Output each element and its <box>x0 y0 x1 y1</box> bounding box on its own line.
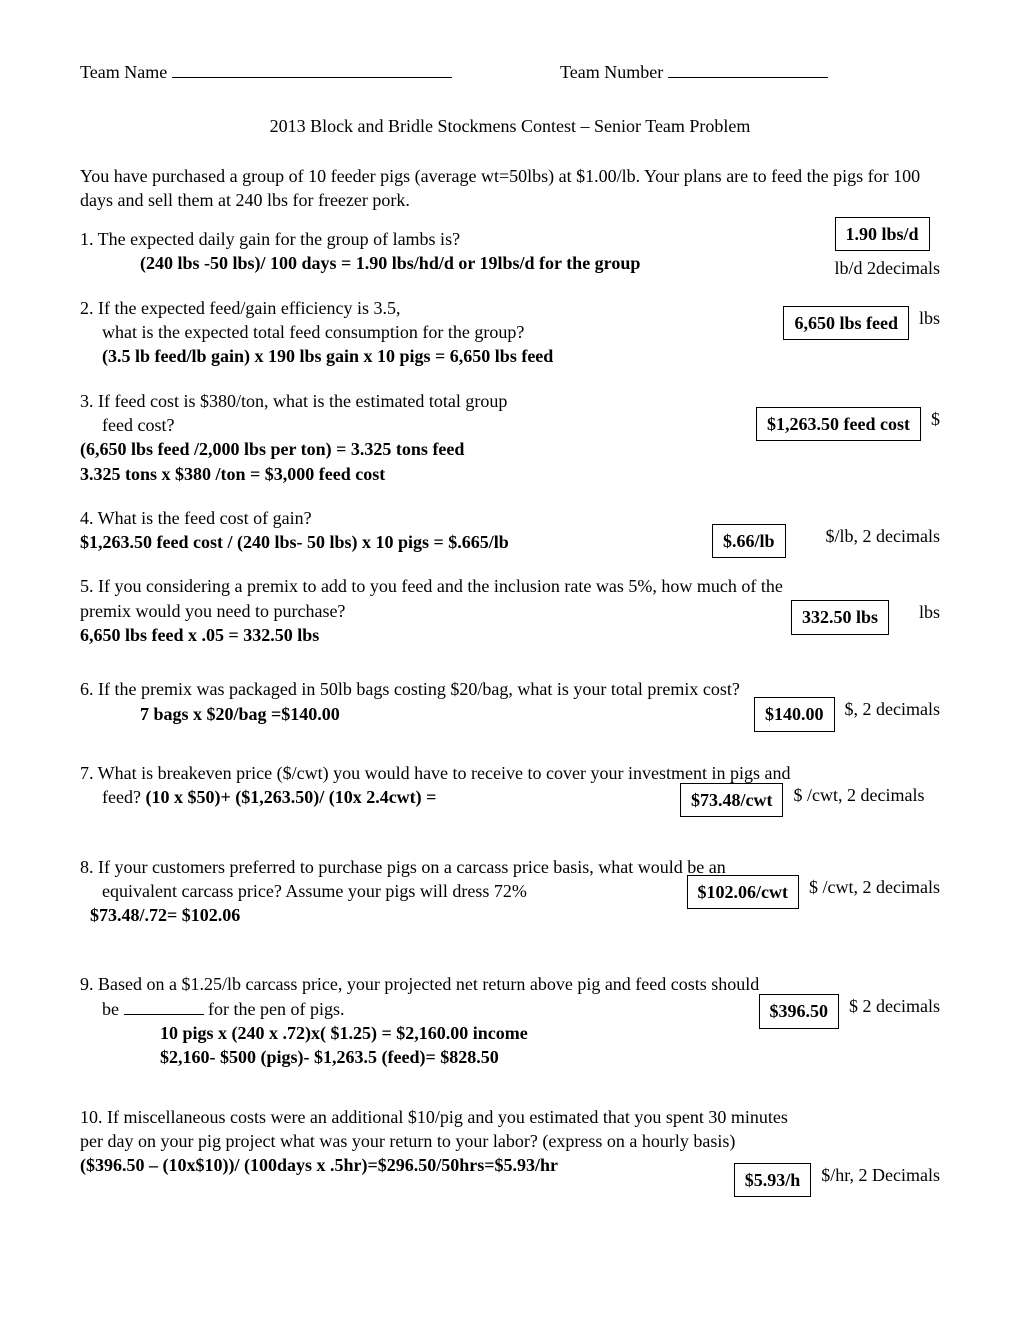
team-number-field: Team Number <box>560 60 940 84</box>
header-row: Team Name Team Number <box>80 60 940 84</box>
question-2: 6,650 lbs feed lbs 2. If the expected fe… <box>80 296 940 369</box>
q3-unit: $ <box>931 407 940 431</box>
team-number-line <box>668 77 828 78</box>
question-10: $5.93/h $/hr, 2 Decimals 10. If miscella… <box>80 1105 940 1178</box>
q7-unit: $ /cwt, 2 decimals <box>793 783 924 807</box>
q7-text1: 7. What is breakeven price ($/cwt) you w… <box>80 761 940 785</box>
q3-work2: 3.325 tons x $380 /ton = $3,000 feed cos… <box>80 462 940 486</box>
team-number-label: Team Number <box>560 62 663 82</box>
q9-work2: $2,160- $500 (pigs)- $1,263.5 (feed)= $8… <box>160 1045 940 1069</box>
q5-text1: 5. If you considering a premix to add to… <box>80 574 940 598</box>
q7-text2: feed? <box>102 787 141 807</box>
q1-unit: lb/d 2decimals <box>835 256 940 280</box>
q4-answer: $.66/lb <box>712 524 786 558</box>
q4-unit: $/lb, 2 decimals <box>826 524 940 548</box>
question-1: 1.90 lbs/d lb/d 2decimals 1. The expecte… <box>80 227 940 276</box>
q10-answer: $5.93/h <box>734 1163 812 1197</box>
q1-text: 1. The expected daily gain for the group… <box>80 227 940 251</box>
q6-unit: $, 2 decimals <box>845 697 940 721</box>
q2-unit: lbs <box>919 306 940 330</box>
question-6: $140.00 $, 2 decimals 6. If the premix w… <box>80 677 940 726</box>
q7-answer: $73.48/cwt <box>680 783 783 817</box>
q5-answer: 332.50 lbs <box>791 600 889 634</box>
question-9: $396.50 $ 2 decimals 9. Based on a $1.25… <box>80 972 940 1069</box>
q9-text1: 9. Based on a $1.25/lb carcass price, yo… <box>80 972 940 996</box>
q9-text2a: be <box>102 999 119 1019</box>
intro-text: You have purchased a group of 10 feeder … <box>80 164 940 213</box>
q10-text2: per day on your pig project what was you… <box>80 1129 940 1153</box>
q3-answer: $1,263.50 feed cost <box>756 407 921 441</box>
q10-text1: 10. If miscellaneous costs were an addit… <box>80 1105 940 1129</box>
q9-unit: $ 2 decimals <box>849 994 940 1018</box>
q9-answer: $396.50 <box>759 994 840 1028</box>
team-name-label: Team Name <box>80 62 167 82</box>
question-3: $1,263.50 feed cost $ 3. If feed cost is… <box>80 389 940 486</box>
q5-unit: lbs <box>919 600 940 624</box>
question-8: $102.06/cwt $ /cwt, 2 decimals 8. If you… <box>80 855 940 928</box>
q9-blank <box>124 1014 204 1015</box>
q8-unit: $ /cwt, 2 decimals <box>809 875 940 899</box>
q8-answer: $102.06/cwt <box>687 875 799 909</box>
q2-work: (3.5 lb feed/lb gain) x 190 lbs gain x 1… <box>102 344 940 368</box>
question-7: $73.48/cwt $ /cwt, 2 decimals 7. What is… <box>80 761 940 810</box>
q1-answer: 1.90 lbs/d <box>835 217 930 251</box>
q7-work: (10 x $50)+ ($1,263.50)/ (10x 2.4cwt) = <box>145 787 436 807</box>
q1-work: (240 lbs -50 lbs)/ 100 days = 1.90 lbs/h… <box>140 251 940 275</box>
page-title: 2013 Block and Bridle Stockmens Contest … <box>80 114 940 138</box>
q6-answer: $140.00 <box>754 697 835 731</box>
team-name-line <box>172 77 452 78</box>
q8-work: $73.48/.72= $102.06 <box>90 903 940 927</box>
q10-unit: $/hr, 2 Decimals <box>821 1163 940 1187</box>
q9-text2b: for the pen of pigs. <box>208 999 344 1019</box>
question-4: $.66/lb $/lb, 2 decimals 4. What is the … <box>80 506 940 555</box>
q2-answer: 6,650 lbs feed <box>783 306 909 340</box>
question-5: 332.50 lbs lbs 5. If you considering a p… <box>80 574 940 647</box>
team-name-field: Team Name <box>80 60 560 84</box>
